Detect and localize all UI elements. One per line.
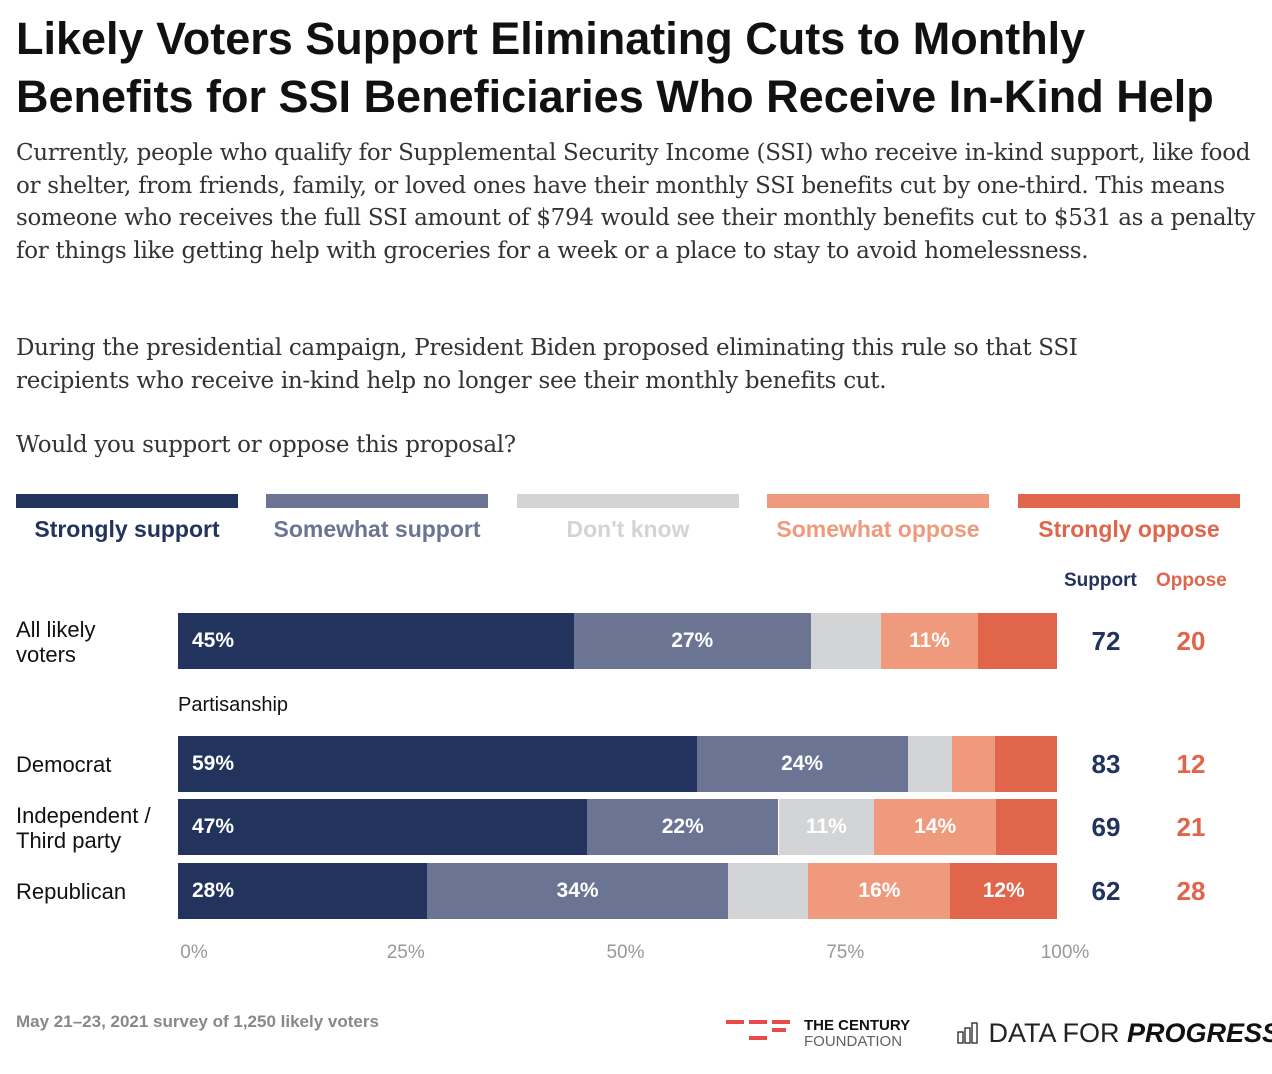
net-support-value: 72 bbox=[1091, 626, 1121, 656]
data-label: 24% bbox=[781, 752, 824, 775]
group-label-partisanship: Partisanship bbox=[178, 694, 289, 716]
x-tick-label: 100% bbox=[1040, 942, 1090, 963]
data-label: 14% bbox=[914, 815, 957, 838]
century-foundation-mark-icon bbox=[726, 1020, 790, 1040]
bar-row: 59% 24% bbox=[178, 736, 1057, 792]
bar-segment: 28% bbox=[178, 863, 427, 919]
bar-segment: 11% bbox=[881, 613, 978, 669]
data-label: 59% bbox=[192, 752, 235, 775]
chart-title: Likely Voters Support Eliminating Cuts t… bbox=[16, 13, 1214, 122]
bar-segment bbox=[728, 863, 809, 919]
legend-swatch bbox=[16, 494, 238, 508]
bar-segment: 47% bbox=[178, 799, 588, 855]
legend-label: Somewhat oppose bbox=[776, 516, 980, 542]
x-tick-label: 75% bbox=[826, 942, 865, 963]
bar-segment bbox=[995, 736, 1057, 792]
data-label: 34% bbox=[556, 879, 599, 902]
logo-line-2: FOUNDATION bbox=[804, 1033, 903, 1050]
x-tick-label: 50% bbox=[606, 942, 645, 963]
legend-item: Somewhat support bbox=[266, 494, 488, 543]
bar-row: 28% 34% 16% 12% bbox=[178, 863, 1057, 919]
legend-swatch bbox=[1018, 494, 1240, 508]
bar-segment bbox=[996, 799, 1057, 855]
bar-segment bbox=[907, 736, 952, 792]
net-oppose-value: 28 bbox=[1176, 876, 1206, 906]
bar-segment bbox=[810, 613, 882, 669]
data-label: 11% bbox=[909, 629, 950, 652]
bar-segment: 45% bbox=[178, 613, 574, 669]
support-column-header: Support bbox=[1064, 570, 1137, 591]
data-label: 28% bbox=[192, 879, 235, 902]
bar-segment: 34% bbox=[426, 863, 729, 919]
net-oppose-value: 21 bbox=[1176, 812, 1206, 842]
data-label: 11% bbox=[805, 815, 847, 838]
bar-segment: 22% bbox=[587, 799, 779, 855]
legend-item: Somewhat oppose bbox=[767, 494, 989, 543]
bar-segment bbox=[951, 736, 996, 792]
description-paragraph-2: During the presidential campaign, Presid… bbox=[16, 335, 1078, 394]
bar-row: 45% 27% 11% bbox=[178, 613, 1057, 669]
footer-note: May 21–23, 2021 survey of 1,250 likely v… bbox=[16, 1012, 379, 1031]
century-foundation-text: THE CENTURY FOUNDATION bbox=[804, 1018, 910, 1050]
bar-segment bbox=[977, 613, 1057, 669]
net-support-value: 83 bbox=[1091, 749, 1121, 779]
legend-item: Strongly support bbox=[16, 494, 238, 543]
description-paragraph-1: Currently, people who qualify for Supple… bbox=[16, 140, 1255, 264]
data-label: 47% bbox=[192, 815, 235, 838]
logo-text-data-for: DATA FOR bbox=[988, 1018, 1128, 1048]
data-label: 45% bbox=[192, 629, 235, 652]
bar-segment: 24% bbox=[696, 736, 908, 792]
data-for-progress-logo: DATA FOR PROGRESS bbox=[957, 1018, 1272, 1049]
legend-label: Somewhat support bbox=[273, 516, 481, 542]
net-oppose-value: 12 bbox=[1176, 749, 1206, 779]
bar-segment: 11% bbox=[778, 799, 875, 855]
data-label: 12% bbox=[982, 879, 1025, 902]
bar-chart-icon bbox=[957, 1022, 978, 1044]
oppose-column-header: Oppose bbox=[1156, 570, 1227, 591]
bar-segment: 27% bbox=[573, 613, 811, 669]
legend-swatch bbox=[517, 494, 739, 508]
row-label-all: All likely voters bbox=[16, 617, 96, 667]
data-label: 16% bbox=[858, 879, 901, 902]
row-label-democrat: Democrat bbox=[16, 752, 112, 777]
legend-label: Strongly oppose bbox=[1038, 516, 1220, 542]
x-tick-label: 0% bbox=[180, 942, 208, 963]
logo-line-1: THE CENTURY bbox=[804, 1017, 911, 1034]
x-tick-label: 25% bbox=[386, 942, 425, 963]
legend-label: Don't know bbox=[566, 516, 690, 542]
survey-question: Would you support or oppose this proposa… bbox=[16, 432, 516, 458]
bar-segment: 16% bbox=[808, 863, 951, 919]
legend-item: Don't know bbox=[517, 494, 739, 543]
net-support-value: 69 bbox=[1091, 812, 1121, 842]
row-label-republican: Republican bbox=[16, 879, 127, 904]
century-foundation-logo: THE CENTURY FOUNDATION bbox=[726, 1018, 910, 1050]
bar-segment: 14% bbox=[874, 799, 997, 855]
bar-segment: 12% bbox=[950, 863, 1057, 919]
legend-swatch bbox=[767, 494, 989, 508]
net-oppose-value: 20 bbox=[1176, 626, 1206, 656]
logo-text-progress: PROGRESS bbox=[1127, 1018, 1272, 1048]
legend-label: Strongly support bbox=[34, 516, 220, 542]
bar-row: 47% 22% 11% 14% bbox=[178, 799, 1057, 855]
net-support-value: 62 bbox=[1091, 876, 1121, 906]
data-label: 22% bbox=[661, 815, 704, 838]
legend-item: Strongly oppose bbox=[1018, 494, 1240, 543]
legend-swatch bbox=[266, 494, 488, 508]
row-label-independent: Independent / Third party bbox=[16, 803, 151, 853]
bar-segment: 59% bbox=[178, 736, 697, 792]
data-label: 27% bbox=[671, 629, 714, 652]
